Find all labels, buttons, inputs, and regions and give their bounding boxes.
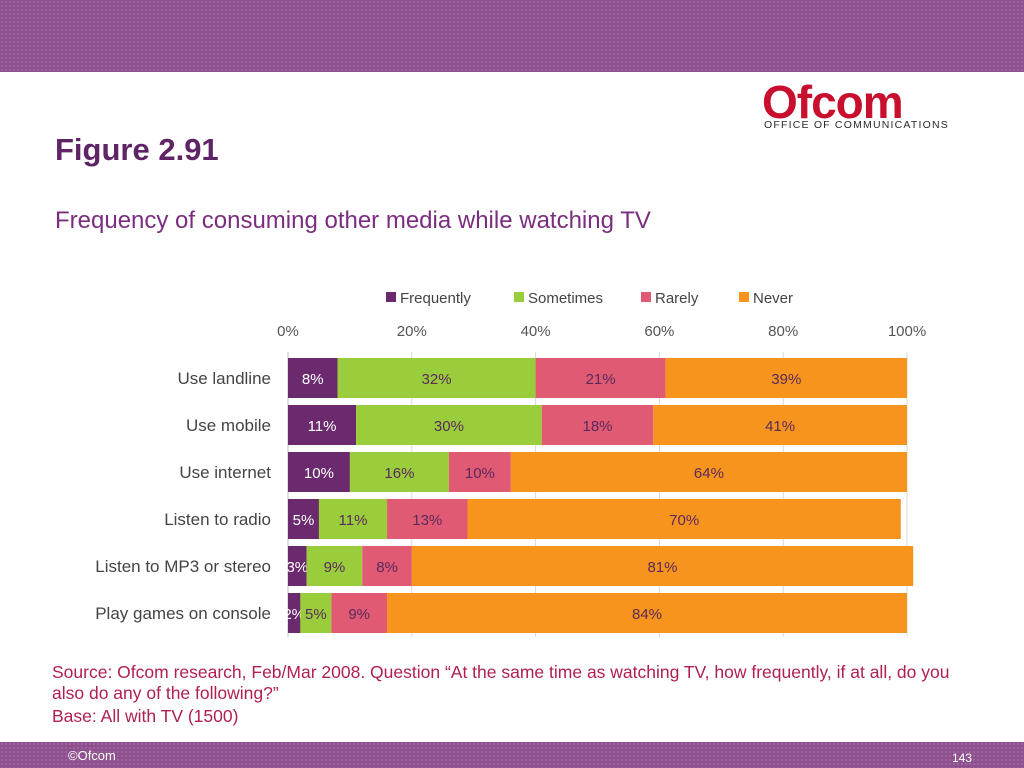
- bar-segment: [356, 405, 542, 445]
- data-label: 64%: [694, 465, 724, 482]
- data-label: 21%: [586, 371, 616, 388]
- bar-segment: [288, 405, 357, 445]
- x-tick-label: 40%: [521, 323, 551, 340]
- x-tick-label: 60%: [644, 323, 674, 340]
- category-label: Use mobile: [186, 416, 271, 435]
- bar-segment: [288, 358, 338, 398]
- legend-swatch: [386, 292, 396, 302]
- legend-label: Frequently: [400, 290, 471, 307]
- data-label: 2%: [283, 606, 305, 623]
- data-label: 70%: [669, 512, 699, 529]
- bar-segment: [331, 593, 388, 633]
- data-label: 30%: [434, 418, 464, 435]
- data-label: 5%: [293, 512, 315, 529]
- data-label: 3%: [286, 559, 308, 576]
- bar-segment: [467, 499, 901, 539]
- data-label: 11%: [308, 418, 337, 435]
- bar-segment: [411, 546, 914, 586]
- bar-segment: [300, 593, 332, 633]
- bar-segment: [387, 499, 468, 539]
- bar-segment: [535, 358, 666, 398]
- bar-segment: [288, 593, 301, 633]
- logo-tagline: OFFICE OF COMMUNICATIONS: [764, 119, 949, 131]
- legend-swatch: [739, 292, 749, 302]
- x-tick-label: 100%: [888, 323, 926, 340]
- chart-subtitle: Frequency of consuming other media while…: [55, 207, 651, 234]
- data-label: 18%: [582, 418, 612, 435]
- data-label: 8%: [302, 371, 324, 388]
- header-band: [0, 0, 1024, 72]
- bar-segment: [387, 593, 907, 633]
- data-label: 16%: [384, 465, 414, 482]
- bar-segment: [665, 358, 907, 398]
- x-tick-label: 0%: [277, 323, 299, 340]
- legend-swatch: [514, 292, 524, 302]
- bar-segment: [362, 546, 412, 586]
- data-label: 5%: [305, 606, 327, 623]
- bar-segment: [288, 452, 350, 492]
- logo-wordmark: Ofcom: [762, 76, 904, 128]
- data-label: 10%: [304, 465, 334, 482]
- base-note: Base: All with TV (1500): [52, 706, 239, 726]
- data-label: 41%: [765, 418, 795, 435]
- bar-segment: [306, 546, 363, 586]
- legend-label: Sometimes: [528, 290, 603, 307]
- legend-label: Rarely: [655, 290, 699, 307]
- x-tick-label: 20%: [397, 323, 427, 340]
- ofcom-logo: Ofcom OFFICE OF COMMUNICATIONS: [762, 78, 976, 132]
- category-label: Listen to MP3 or stereo: [95, 557, 271, 576]
- data-label: 39%: [771, 371, 801, 388]
- data-label: 11%: [339, 512, 368, 529]
- category-label: Use landline: [177, 369, 271, 388]
- bar-segment: [653, 405, 907, 445]
- bar-segment: [510, 452, 907, 492]
- bar-segment: [448, 452, 511, 492]
- legend-label: Never: [753, 290, 793, 307]
- source-note: Source: Ofcom research, Feb/Mar 2008. Qu…: [52, 662, 950, 703]
- data-label: 10%: [465, 465, 495, 482]
- data-label: 32%: [422, 371, 452, 388]
- data-label: 9%: [324, 559, 346, 576]
- stacked-bar-chart: 0% 20% 40% 60% 80% 100% Frequently Sometimes Rar…: [95, 290, 926, 637]
- bar-segment: [349, 452, 449, 492]
- legend-swatch: [641, 292, 651, 302]
- bar-segment: [541, 405, 654, 445]
- data-label: 9%: [348, 606, 370, 623]
- data-label: 8%: [376, 559, 398, 576]
- figure-title: Figure 2.91: [55, 132, 219, 167]
- data-label: 81%: [647, 559, 677, 576]
- copyright: ©Ofcom: [68, 748, 116, 763]
- footer-band: [0, 742, 1024, 768]
- bar-segment: [318, 499, 388, 539]
- category-label: Listen to radio: [164, 510, 271, 529]
- category-label: Play games on console: [95, 604, 271, 623]
- category-label: Use internet: [179, 463, 271, 482]
- data-label: 84%: [632, 606, 662, 623]
- x-tick-label: 80%: [768, 323, 798, 340]
- bar-segment: [288, 546, 307, 586]
- page-number: 143: [951, 751, 972, 765]
- data-label: 13%: [412, 512, 442, 529]
- bar-segment: [337, 358, 536, 398]
- bar-segment: [288, 499, 319, 539]
